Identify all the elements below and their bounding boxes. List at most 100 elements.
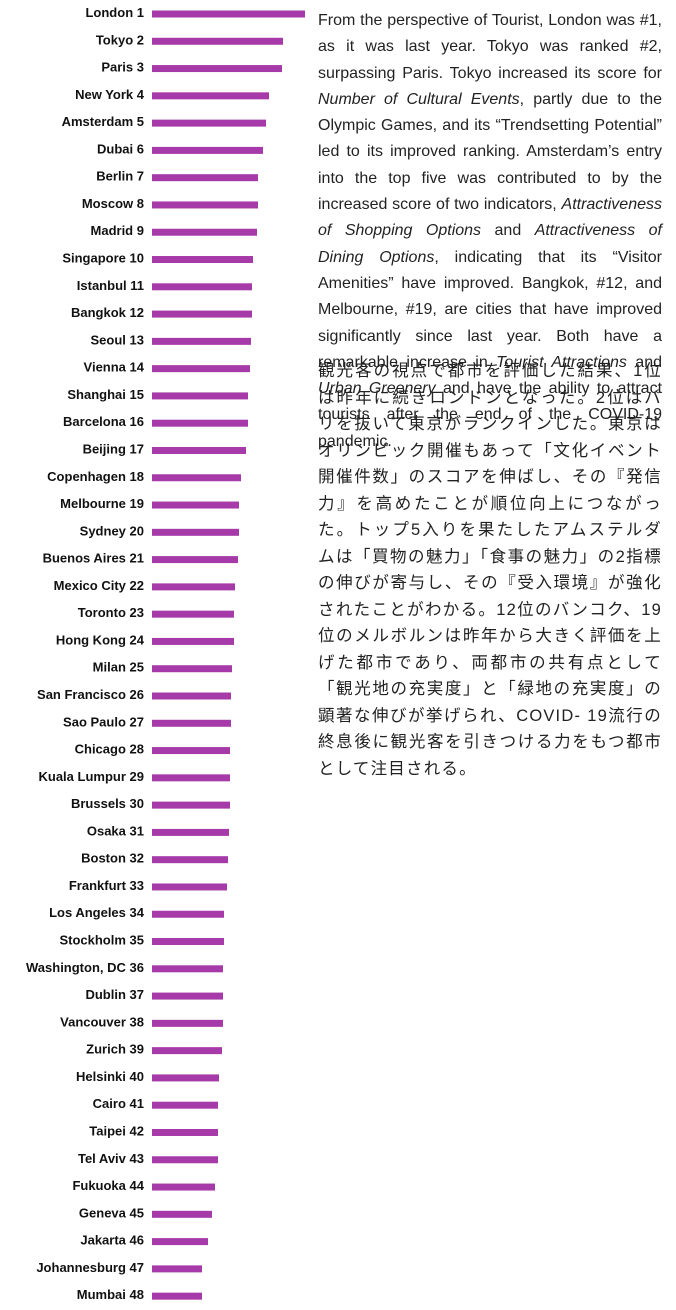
city-name: Vancouver [60, 1015, 126, 1030]
city-rank: 22 [130, 578, 144, 593]
city-label: Istanbul 11 [77, 278, 144, 293]
city-name: Washington, DC [26, 960, 127, 975]
city-label: Stockholm 35 [59, 933, 144, 948]
bar [152, 828, 229, 836]
city-name: Vienna [84, 360, 127, 375]
bar [152, 1238, 208, 1246]
city-rank: 38 [130, 1015, 144, 1030]
city-rank: 26 [130, 687, 144, 702]
bar [152, 1101, 218, 1109]
bar [152, 1183, 215, 1191]
city-rank: 27 [130, 715, 144, 730]
city-rank: 45 [130, 1206, 144, 1221]
city-rank: 17 [130, 442, 144, 457]
city-label: Mumbai 48 [77, 1288, 144, 1303]
bar [152, 774, 230, 782]
city-rank: 14 [130, 360, 145, 375]
city-label: Taipei 42 [89, 1124, 144, 1139]
city-label: Geneva 45 [79, 1206, 144, 1221]
city-rank: 42 [130, 1124, 144, 1139]
city-label: Barcelona 16 [63, 415, 144, 430]
bar [152, 65, 282, 73]
bar [152, 1019, 223, 1027]
city-name: London [85, 5, 133, 20]
city-rank: 35 [130, 933, 144, 948]
text-run: Attractiveness of Dining Options [318, 222, 662, 266]
city-name: Milan [93, 660, 126, 675]
bar [152, 10, 305, 18]
city-rank: 1 [137, 5, 144, 20]
city-rank: 8 [137, 196, 144, 211]
city-rank: 37 [130, 988, 144, 1003]
city-rank: 10 [130, 251, 144, 266]
city-rank: 2 [137, 33, 144, 48]
bar [152, 392, 248, 400]
bar [152, 119, 266, 127]
city-name: Zurich [86, 1042, 126, 1057]
city-label: San Francisco 26 [37, 687, 144, 702]
city-name: Tel Aviv [78, 1151, 127, 1166]
bar [152, 37, 283, 45]
city-label: Mexico City 22 [54, 578, 144, 593]
city-name: Taipei [89, 1124, 126, 1139]
bar [152, 747, 230, 755]
city-name: Helsinki [76, 1069, 126, 1084]
city-name: Tokyo [96, 33, 133, 48]
city-name: New York [75, 87, 134, 102]
bar [152, 501, 239, 509]
city-label: Paris 3 [101, 60, 144, 75]
city-name: Fukuoka [72, 1178, 126, 1193]
bar [152, 610, 234, 618]
city-rank: 30 [130, 797, 144, 812]
text-run: Urban Greenery [318, 380, 436, 398]
bar [152, 446, 246, 454]
city-rank: 41 [130, 1097, 144, 1112]
city-rank: 23 [130, 606, 144, 621]
city-label: Melbourne 19 [60, 496, 144, 511]
bar [152, 856, 228, 864]
city-name: Los Angeles [49, 906, 126, 921]
bar [152, 1047, 222, 1055]
text-run: Number of Cultural Events [318, 90, 520, 108]
city-label: Fukuoka 44 [72, 1178, 144, 1193]
city-name: Singapore [62, 251, 126, 266]
city-rank: 34 [130, 906, 145, 921]
city-rank: 16 [130, 415, 144, 430]
city-name: Kuala Lumpur [39, 769, 126, 784]
city-name: Madrid [91, 224, 134, 239]
city-label: Tel Aviv 43 [78, 1151, 144, 1166]
bar [152, 419, 248, 427]
city-name: Osaka [87, 824, 127, 839]
city-name: Shanghai [67, 387, 126, 402]
text-run: , indicating that its “Visitor Amenities… [318, 248, 662, 371]
city-label: Buenos Aires 21 [43, 551, 144, 566]
city-name: Sydney [80, 524, 127, 539]
bar [152, 692, 231, 700]
bar [152, 1210, 212, 1218]
bar [152, 174, 258, 182]
city-label: Washington, DC 36 [26, 960, 144, 975]
city-label: Vancouver 38 [60, 1015, 144, 1030]
city-name: Amsterdam [62, 115, 134, 130]
city-name: Hong Kong [56, 633, 126, 648]
city-name: Chicago [75, 742, 126, 757]
bar [152, 474, 241, 482]
city-name: Dubai [97, 142, 133, 157]
city-label: Cairo 41 [93, 1097, 144, 1112]
city-rank: 39 [130, 1042, 144, 1057]
city-name: Jakarta [80, 1233, 126, 1248]
city-label: Hong Kong 24 [56, 633, 145, 648]
city-rank: 13 [130, 333, 144, 348]
city-name: Geneva [79, 1206, 127, 1221]
city-label: Helsinki 40 [76, 1069, 144, 1084]
city-rank: 18 [130, 469, 144, 484]
city-name: Istanbul [77, 278, 127, 293]
bar [152, 310, 252, 318]
city-label: Kuala Lumpur 29 [39, 769, 145, 784]
city-label: Berlin 7 [96, 169, 144, 184]
city-rank: 12 [130, 306, 144, 321]
city-label: Brussels 30 [71, 797, 144, 812]
city-label: Seoul 13 [91, 333, 145, 348]
city-rank: 5 [137, 115, 144, 130]
